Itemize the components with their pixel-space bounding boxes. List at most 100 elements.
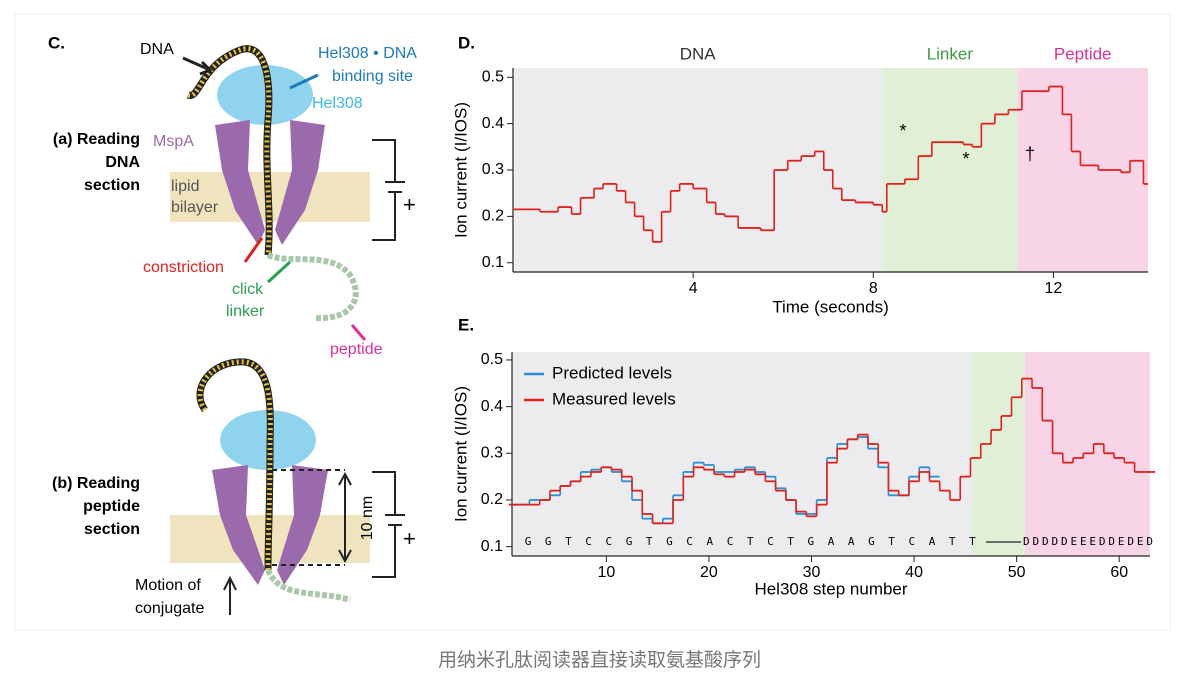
arrow	[350, 324, 367, 341]
x-tick-label: 12	[1045, 280, 1063, 297]
annotation: *	[962, 149, 969, 169]
annotation: *	[899, 121, 906, 141]
region	[513, 68, 883, 272]
dna-bases	[197, 359, 273, 571]
distance-arrow	[338, 471, 352, 564]
label: binding site	[332, 68, 413, 85]
label: constriction	[143, 259, 224, 276]
region-label: DNA	[680, 44, 717, 63]
annotation: †	[1025, 144, 1035, 164]
y-axis-label: Ion current (I/IOS)	[451, 386, 470, 522]
y-tick-label: 0.1	[481, 538, 503, 555]
legend-label: Predicted levels	[552, 363, 672, 382]
label: linker	[226, 303, 265, 320]
y-tick-label: 0.1	[482, 254, 504, 271]
y-tick-label: 0.2	[482, 208, 504, 225]
label: bilayer	[171, 199, 219, 216]
sequence-letter: T	[787, 535, 794, 548]
sequence-letter: C	[605, 535, 612, 548]
x-tick-label: 10	[597, 564, 615, 581]
sequence-letter: C	[686, 535, 693, 548]
y-tick-label: 0.3	[481, 445, 503, 462]
sequence-letter: C	[908, 535, 915, 548]
sequence-letter: C	[727, 535, 734, 548]
y-axis-label: Ion current (I/IOS)	[451, 102, 470, 238]
label: peptide	[83, 498, 140, 515]
arrow	[223, 575, 237, 615]
x-tick-label: 4	[689, 280, 698, 297]
x-tick-label: 20	[700, 564, 718, 581]
label: click	[232, 281, 264, 298]
sequence-letter: T	[646, 535, 653, 548]
sequence-letter: G	[666, 535, 673, 548]
mspa-shape	[275, 120, 325, 245]
region-label: Peptide	[1054, 44, 1112, 63]
dna-bases	[187, 46, 272, 256]
x-tick-label: 8	[869, 280, 878, 297]
sequence-letter: C	[767, 535, 774, 548]
sequence-letter: G	[626, 535, 633, 548]
region	[882, 68, 1018, 272]
y-tick-label: 0.5	[481, 351, 503, 368]
x-tick-label: 50	[1008, 564, 1026, 581]
hel308-shape	[217, 65, 313, 125]
label: section	[84, 177, 140, 194]
y-tick-label: 0.4	[481, 398, 503, 415]
sequence-letter: T	[969, 535, 976, 548]
sequence-letter: A	[828, 535, 835, 548]
label: 10 nm	[359, 496, 376, 540]
label: +	[403, 192, 416, 217]
y-tick-label: 0.4	[482, 115, 504, 132]
label: Hel308	[312, 95, 363, 112]
x-axis-label: Hel308 step number	[754, 579, 907, 598]
sequence-letter: G	[807, 535, 814, 548]
peptide-chain	[266, 252, 359, 322]
sequence-letter: T	[747, 535, 754, 548]
sequence-letter: A	[706, 535, 713, 548]
x-tick-label: 40	[905, 564, 923, 581]
x-tick-label: 30	[803, 564, 821, 581]
y-tick-label: 0.3	[482, 161, 504, 178]
label: conjugate	[135, 600, 204, 617]
label: peptide	[330, 341, 383, 358]
arrow	[243, 237, 264, 263]
label: section	[84, 521, 140, 538]
region	[512, 352, 973, 556]
sequence-letter: A	[929, 535, 936, 548]
mspa-shape	[215, 120, 265, 245]
label: +	[403, 526, 416, 551]
sequence-letter: T	[949, 535, 956, 548]
dashed-guide	[272, 469, 345, 566]
panel-label: E.	[458, 315, 474, 334]
sequence-letter: G	[525, 535, 532, 548]
arrow	[182, 56, 213, 76]
caption: 用纳米孔肽阅读器直接读取氨基酸序列	[437, 649, 761, 671]
x-axis-label: Time (seconds)	[772, 297, 889, 316]
label: Motion of	[135, 577, 201, 594]
peptide-chain	[265, 568, 351, 603]
region-label: Linker	[927, 44, 974, 63]
panel-label: C.	[48, 33, 65, 52]
mspa-shape	[277, 465, 328, 585]
label: lipid	[171, 178, 199, 195]
sequence-letter: A	[848, 535, 855, 548]
sequence-letter: T	[888, 535, 895, 548]
circuit	[372, 139, 405, 241]
figure: C. DNA Hel308 • DNA binding site Hel308 …	[14, 13, 1171, 631]
label: Hel308 • DNA	[318, 45, 417, 62]
circuit	[372, 471, 405, 578]
arrow	[289, 73, 319, 90]
label: (b) Reading	[52, 475, 140, 492]
mspa-shape	[212, 465, 265, 585]
label: DNA	[140, 41, 174, 58]
x-tick-label: 60	[1110, 564, 1128, 581]
arrow	[266, 260, 292, 284]
label: (a) Reading	[53, 131, 140, 148]
sequence-letter: C	[585, 535, 592, 548]
y-tick-label: 0.5	[482, 68, 504, 85]
y-tick-label: 0.2	[481, 491, 503, 508]
diagram: C. DNA Hel308 • DNA binding site Hel308 …	[48, 33, 417, 617]
sequence-letter: G	[868, 535, 875, 548]
legend-label: Measured levels	[552, 389, 676, 408]
